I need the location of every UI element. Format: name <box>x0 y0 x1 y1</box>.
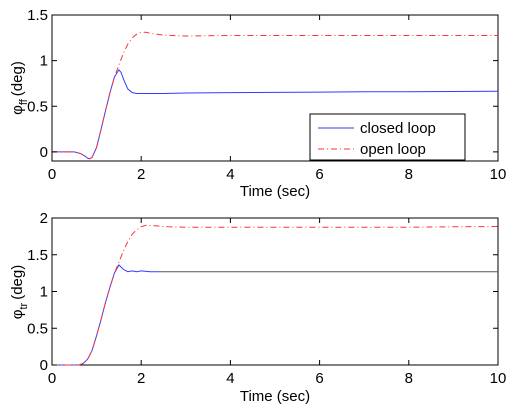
bottom-y-axis-subscript: tr <box>18 302 30 309</box>
x-tick-label: 8 <box>405 370 413 387</box>
x-tick-label: 2 <box>137 370 145 387</box>
bottom-x-axis-label: Time (sec) <box>240 388 310 405</box>
top-chart-frame <box>51 14 499 162</box>
x-tick-label: 6 <box>315 166 323 183</box>
y-tick-label: 1 <box>40 53 48 70</box>
y-tick-label: 0.5 <box>27 98 48 115</box>
x-tick-label: 0 <box>48 166 56 183</box>
x-tick-label: 6 <box>315 370 323 387</box>
x-tick-label: 2 <box>137 166 145 183</box>
top-chart: 0 2 4 6 8 10 0 0.5 1 1.5 Time (sec) φff (deg) clos… <box>9 7 506 200</box>
legend-closed-loop-label: closed loop <box>360 120 436 137</box>
y-tick-label: 2 <box>40 210 48 227</box>
bottom-y-axis-unit: (deg) <box>9 265 26 300</box>
top-y-axis-unit: (deg) <box>9 61 26 96</box>
bottom-chart-ticks: 0 2 4 6 8 10 0 0.5 1 1.5 2 <box>27 210 506 387</box>
top-y-axis-label: φff (deg) <box>9 61 30 115</box>
x-tick-label: 10 <box>490 370 507 387</box>
series-line-open-loop <box>52 224 499 366</box>
x-tick-label: 4 <box>226 370 234 387</box>
y-tick-label: 1.5 <box>27 7 48 24</box>
bottom-chart: 0 2 4 6 8 10 0 0.5 1 1.5 2 Time (sec) φtr (deg) <box>9 210 506 405</box>
x-tick-label: 0 <box>48 370 56 387</box>
y-tick-label: 0 <box>40 144 48 161</box>
series-line-closed-loop <box>52 264 159 366</box>
top-chart-series <box>52 31 499 160</box>
y-tick-label: 1.5 <box>27 247 48 264</box>
y-tick-label: 0 <box>40 357 48 374</box>
legend-open-loop-label: open loop <box>360 141 426 158</box>
y-tick-label: 1 <box>40 284 48 301</box>
bottom-y-axis-symbol: φ <box>9 309 26 319</box>
legend-box <box>309 113 466 161</box>
x-tick-label: 10 <box>490 166 507 183</box>
top-y-axis-subscript: ff <box>18 98 30 105</box>
y-tick-label: 0.5 <box>27 320 48 337</box>
top-y-axis-symbol: φ <box>9 105 26 115</box>
bottom-chart-series <box>52 224 499 366</box>
legend: closed loop open loop <box>309 113 466 161</box>
bottom-chart-frame <box>51 217 499 366</box>
x-tick-label: 4 <box>226 166 234 183</box>
top-x-axis-label: Time (sec) <box>240 183 310 200</box>
x-tick-label: 8 <box>405 166 413 183</box>
bottom-y-axis-label: φtr (deg) <box>9 265 30 320</box>
series-line-closed-loop <box>52 68 499 160</box>
series-line-open-loop <box>52 31 498 160</box>
